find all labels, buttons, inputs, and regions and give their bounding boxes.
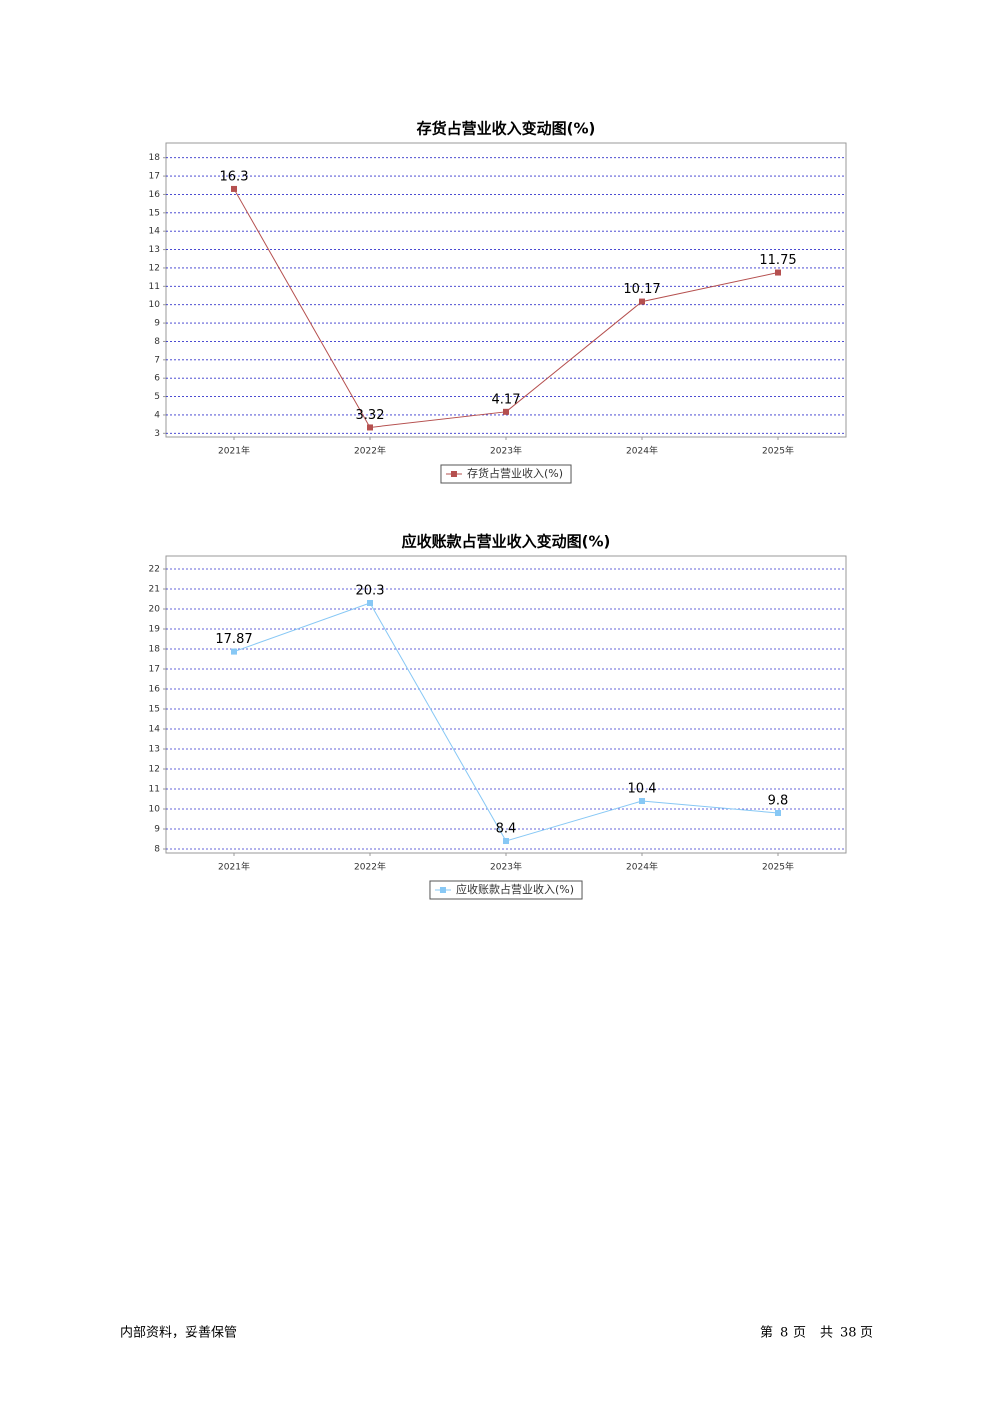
y-tick-label: 17 [149, 172, 160, 182]
point-marker [367, 600, 373, 606]
value-label: 16.3 [220, 169, 249, 184]
footer-left: 内部资料，妥善保管 [120, 1325, 237, 1341]
x-tick-label: 2022年 [354, 861, 386, 873]
point-marker [775, 269, 781, 276]
chart-title: 应收账款占营业收入变动图(%) [402, 533, 611, 551]
footer-total-prefix: 共 [820, 1326, 833, 1341]
y-tick-label: 11 [149, 282, 160, 292]
x-tick-label: 2023年 [490, 445, 522, 457]
y-tick-label: 18 [149, 153, 161, 163]
y-tick-label: 21 [149, 585, 160, 595]
y-tick-label: 10 [149, 805, 161, 815]
value-label: 10.4 [628, 782, 657, 797]
point-marker [775, 810, 781, 816]
plot-area [165, 555, 847, 854]
point-marker [503, 838, 509, 844]
y-tick-label: 18 [149, 645, 161, 655]
y-tick-label: 3 [154, 429, 160, 439]
value-label: 4.17 [492, 392, 521, 407]
point-marker [231, 648, 237, 655]
legend-box [429, 880, 583, 900]
y-tick-label: 7 [154, 355, 160, 365]
y-tick-label: 15 [149, 705, 160, 715]
y-tick-label: 8 [154, 845, 160, 855]
x-tick-label: 2024年 [626, 861, 658, 873]
point-marker [503, 408, 509, 415]
x-tick-label: 2025年 [762, 445, 794, 457]
value-label: 20.3 [356, 584, 385, 599]
y-tick-label: 14 [149, 227, 161, 237]
footer-total: 38 [840, 1326, 857, 1341]
footer-total-suffix: 页 [860, 1326, 873, 1341]
y-tick-label: 11 [149, 785, 160, 795]
value-label: 3.32 [356, 408, 385, 423]
y-tick-label: 14 [149, 725, 161, 735]
value-label: 8.4 [496, 822, 517, 837]
y-tick-label: 15 [149, 208, 160, 218]
legend-box [440, 464, 572, 484]
y-tick-label: 12 [149, 765, 160, 775]
point-marker [639, 798, 645, 804]
y-tick-label: 16 [149, 685, 161, 695]
x-tick-label: 2021年 [218, 445, 250, 457]
y-tick-label: 4 [154, 410, 160, 420]
point-marker [639, 298, 645, 305]
y-tick-label: 20 [149, 605, 161, 615]
value-label: 10.17 [623, 282, 660, 297]
value-label: 9.8 [768, 794, 789, 809]
y-tick-label: 10 [149, 300, 161, 310]
y-tick-label: 13 [149, 745, 160, 755]
y-tick-label: 17 [149, 665, 160, 675]
y-tick-label: 22 [149, 565, 160, 575]
y-tick-label: 12 [149, 263, 160, 273]
y-tick-label: 19 [149, 625, 161, 635]
legend-label: 应收账款占营业收入(%) [456, 882, 574, 896]
x-tick-label: 2023年 [490, 861, 522, 873]
x-tick-label: 2022年 [354, 445, 386, 457]
footer-page-suffix: 页 [793, 1326, 806, 1341]
footer-page: 8 [780, 1326, 788, 1341]
y-tick-label: 8 [154, 337, 160, 347]
value-label: 11.75 [759, 253, 796, 268]
y-tick-label: 16 [149, 190, 161, 200]
value-label: 17.87 [215, 632, 252, 647]
y-tick-label: 9 [154, 825, 160, 835]
x-tick-label: 2025年 [762, 861, 794, 873]
y-tick-label: 9 [154, 319, 160, 329]
y-tick-label: 6 [154, 374, 160, 384]
plot-area [165, 142, 847, 438]
legend-label: 存货占营业收入(%) [467, 466, 563, 480]
y-tick-label: 13 [149, 245, 160, 255]
point-marker [367, 424, 373, 431]
chart-title: 存货占营业收入变动图(%) [417, 120, 596, 138]
legend-marker [450, 471, 457, 477]
x-tick-label: 2024年 [626, 445, 658, 457]
footer-page-prefix: 第 [760, 1326, 773, 1341]
legend-marker [439, 887, 446, 893]
point-marker [231, 185, 237, 192]
x-tick-label: 2021年 [218, 861, 250, 873]
y-tick-label: 5 [154, 392, 160, 402]
